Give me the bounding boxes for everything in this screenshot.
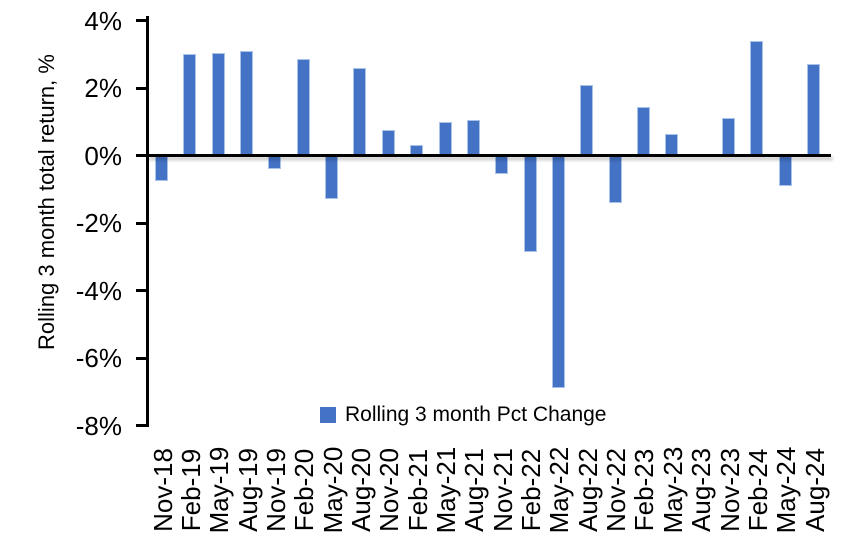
bar-Nov-20 [381,130,395,156]
x-tick-label: Nov-19 [260,448,291,532]
legend-label: Rolling 3 month Pct Change [345,403,607,426]
bar-May-22 [551,155,565,389]
x-tick-label: Aug-24 [799,448,830,532]
y-tick-mark [136,86,146,90]
bar-Aug-20 [353,67,367,156]
x-tick-label: May-23 [657,446,688,534]
x-tick-label: Feb-23 [629,448,660,532]
y-tick-label: 2% [84,73,122,103]
x-tick-label: May-21 [431,446,461,534]
bar-Feb-24 [750,40,764,156]
bar-May-24 [778,155,792,186]
x-tick-label: Feb-19 [175,448,206,532]
x-tick-label: May-22 [544,446,575,534]
bar-Feb-19 [183,54,197,156]
x-tick-label: Feb-21 [402,448,433,532]
x-tick-label: Nov-20 [374,448,405,532]
x-tick-label: Aug-19 [232,448,263,532]
bar-May-23 [665,133,679,156]
y-tick-mark [136,221,146,225]
bar-Nov-22 [608,155,622,203]
y-tick-label: -2% [75,208,122,238]
bar-Aug-24 [807,64,821,156]
y-tick-label: -4% [75,275,122,306]
x-tick-label: Nov-18 [147,448,178,532]
bar-May-21 [438,121,452,156]
bar-Feb-23 [636,106,650,156]
x-tick-label: Nov-22 [601,448,632,532]
x-axis-zero-line [146,154,831,157]
bar-Nov-18 [155,155,168,181]
legend-color-swatch-icon [320,407,336,423]
y-tick-mark [136,356,146,360]
bar-Aug-21 [466,120,480,156]
bar-Feb-22 [523,155,537,252]
x-tick-label: Aug-20 [345,448,376,532]
x-tick-label: Feb-24 [742,448,773,532]
bar-Nov-23 [722,118,735,156]
bar-Aug-22 [580,84,594,156]
y-tick-label: -8% [75,410,122,441]
bar-Nov-19 [268,155,282,169]
y-tick-label: -6% [75,343,122,373]
y-tick-label: 4% [84,5,122,36]
x-tick-label: Aug-21 [459,448,490,532]
x-tick-label: May-19 [204,446,235,534]
y-tick-mark [136,154,146,157]
bar-Nov-21 [495,155,509,175]
bar-May-19 [211,52,225,156]
legend: Rolling 3 month Pct Change [320,403,607,427]
bar-Aug-19 [240,50,254,156]
x-tick-label: Aug-23 [686,448,717,532]
x-tick-label: Feb-20 [289,448,320,532]
x-tick-label: Feb-22 [516,448,547,532]
x-tick-label: Aug-22 [572,448,603,532]
bar-Feb-20 [296,59,310,156]
y-tick-mark [136,19,146,22]
bar-May-20 [325,155,339,200]
y-tick-mark [136,424,146,427]
x-tick-label: May-20 [317,446,348,534]
x-tick-label: May-24 [771,446,802,534]
x-tick-label: Nov-23 [714,448,745,532]
y-tick-label: 0% [84,140,122,171]
y-axis-line [146,16,149,427]
y-tick-mark [136,289,146,292]
x-tick-label: Nov-21 [487,448,518,532]
